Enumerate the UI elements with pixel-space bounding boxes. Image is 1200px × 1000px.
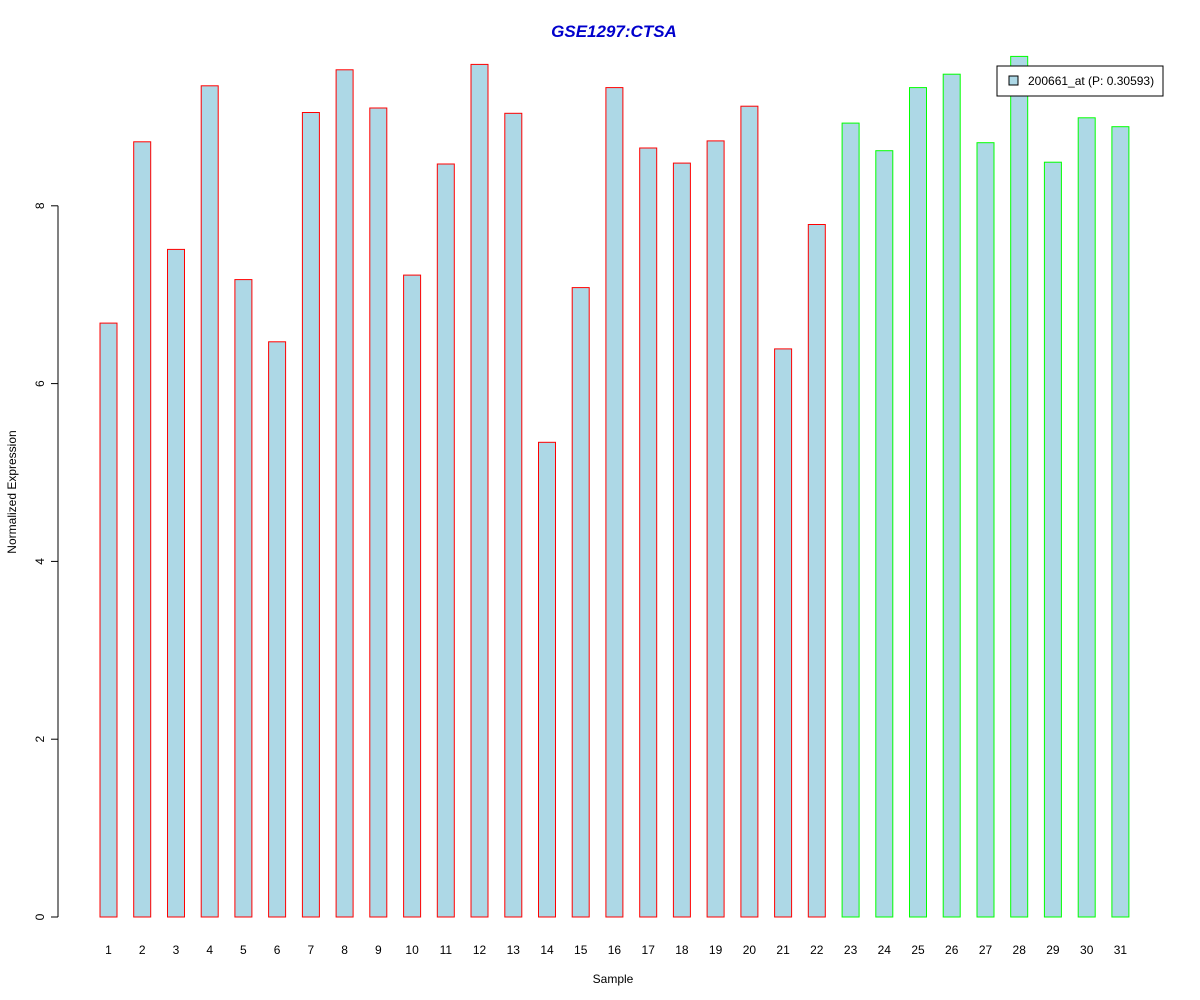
- x-tick-label: 16: [608, 943, 622, 957]
- x-tick-label: 19: [709, 943, 723, 957]
- bar: [436, 163, 455, 918]
- x-tick-label: 8: [341, 943, 348, 957]
- x-tick-label: 26: [945, 943, 959, 957]
- x-tick-label: 24: [878, 943, 892, 957]
- x-tick-label: 30: [1080, 943, 1094, 957]
- bar: [403, 274, 422, 918]
- bar: [167, 248, 185, 918]
- bar: [807, 224, 826, 918]
- bar: [369, 107, 388, 918]
- bar: [706, 140, 725, 918]
- bar: [605, 87, 624, 918]
- bar: [875, 150, 894, 918]
- bar: [909, 87, 927, 918]
- bar: [774, 348, 793, 918]
- legend-entry-label: 200661_at (P: 0.30593): [1028, 74, 1154, 88]
- x-tick-labels: 1 2 3 4 5 6 7 8 9 10 11 12 13 14 15 16 17 18 19 20 21 22 23 24 2…: [105, 943, 1127, 957]
- y-tick-label: 4: [33, 558, 47, 565]
- x-tick-label: 29: [1046, 943, 1060, 957]
- bar: [335, 69, 354, 918]
- x-tick-label: 23: [844, 943, 858, 957]
- x-tick-label: 10: [405, 943, 419, 957]
- x-tick-label: 12: [473, 943, 487, 957]
- y-tick-label: 8: [33, 202, 47, 209]
- x-tick-label: 2: [139, 943, 146, 957]
- x-tick-label: 28: [1013, 943, 1027, 957]
- legend: 200661_at (P: 0.30593): [996, 65, 1164, 97]
- x-tick-label: 11: [440, 943, 453, 957]
- bar: [1010, 55, 1029, 918]
- bar: [301, 112, 320, 918]
- x-tick-label: 18: [675, 943, 689, 957]
- bar: [1111, 126, 1130, 918]
- legend-box: [996, 65, 1164, 97]
- bar: [841, 122, 860, 918]
- bar: [268, 341, 287, 918]
- x-tick-label: 13: [507, 943, 521, 957]
- bar: [538, 441, 556, 918]
- bar: [1043, 161, 1062, 918]
- bar: [740, 105, 759, 918]
- y-tick-label: 6: [33, 380, 47, 387]
- x-tick-label: 6: [274, 943, 281, 957]
- x-tick-label: 7: [308, 943, 315, 957]
- x-tick-label: 4: [206, 943, 213, 957]
- x-tick-label: 14: [540, 943, 554, 957]
- bar: [942, 73, 961, 918]
- x-tick-label: 31: [1114, 943, 1128, 957]
- x-tick-label: 27: [979, 943, 993, 957]
- x-tick-label: 1: [105, 943, 112, 957]
- x-tick-label: 17: [642, 943, 656, 957]
- x-tick-label: 9: [375, 943, 382, 957]
- bar: [200, 85, 219, 918]
- x-tick-label: 20: [743, 943, 757, 957]
- bar: [976, 142, 995, 918]
- x-tick-label: 21: [776, 943, 790, 957]
- bar: [504, 112, 523, 918]
- bars: [99, 55, 1130, 918]
- x-tick-label: 25: [911, 943, 925, 957]
- y-axis-title: Normalized Expression: [5, 430, 19, 553]
- x-tick-label: 15: [574, 943, 588, 957]
- bar: [1077, 117, 1096, 918]
- y-tick-label: 0: [33, 913, 47, 920]
- legend-swatch: [1008, 75, 1019, 86]
- y-axis: 0 2 4 6 8: [33, 202, 59, 920]
- bar: [672, 162, 691, 918]
- x-tick-label: 3: [173, 943, 180, 957]
- x-tick-label: 5: [240, 943, 247, 957]
- bar: [639, 147, 658, 918]
- x-tick-label: 22: [810, 943, 824, 957]
- chart-title: GSE1297:CTSA: [551, 22, 677, 41]
- y-tick-label: 2: [33, 736, 47, 743]
- bar: [470, 63, 489, 918]
- x-axis-title: Sample: [593, 972, 634, 986]
- bar: [234, 279, 253, 918]
- bar: [99, 322, 118, 918]
- bar: [133, 141, 152, 918]
- bar: [571, 287, 590, 918]
